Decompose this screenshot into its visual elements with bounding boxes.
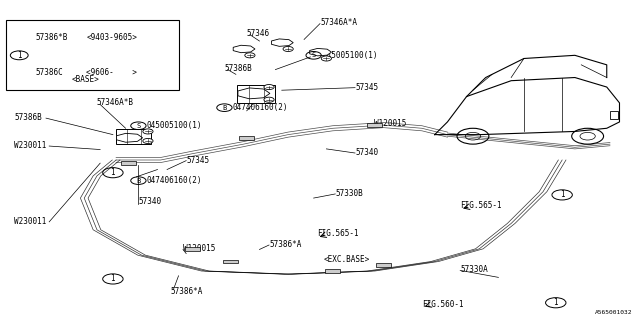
Bar — [223, 260, 239, 263]
Polygon shape — [310, 48, 332, 56]
Polygon shape — [238, 88, 270, 99]
Circle shape — [245, 53, 255, 58]
Bar — [367, 123, 382, 127]
Text: FIG.565-1: FIG.565-1 — [460, 202, 502, 211]
Text: 57386*A: 57386*A — [170, 287, 203, 296]
Polygon shape — [116, 129, 151, 144]
Bar — [121, 161, 136, 165]
Bar — [376, 263, 392, 267]
Text: 57386B: 57386B — [225, 63, 252, 73]
Circle shape — [264, 97, 274, 102]
Text: W120015: W120015 — [374, 119, 406, 128]
Text: <EXC.BASE>: <EXC.BASE> — [323, 255, 369, 264]
Text: S: S — [136, 123, 141, 129]
Text: 57386B: 57386B — [14, 113, 42, 122]
Text: <BASE>: <BASE> — [72, 75, 99, 84]
Circle shape — [264, 84, 274, 90]
Text: S: S — [312, 52, 316, 58]
Text: 57346A*A: 57346A*A — [320, 18, 357, 27]
Bar — [239, 136, 254, 140]
Text: 045005100(1): 045005100(1) — [147, 121, 202, 130]
Text: B: B — [136, 178, 141, 184]
Text: 57345: 57345 — [186, 156, 209, 164]
Polygon shape — [116, 133, 143, 142]
Text: 57386*A: 57386*A — [269, 240, 301, 249]
Text: 57340: 57340 — [355, 148, 378, 156]
Text: W230011: W230011 — [14, 217, 47, 226]
Text: 57340: 57340 — [138, 197, 161, 206]
Bar — [185, 247, 200, 251]
Text: 1: 1 — [111, 275, 115, 284]
Polygon shape — [237, 85, 275, 103]
Text: FIG.565-1: FIG.565-1 — [317, 229, 358, 238]
Polygon shape — [233, 45, 255, 53]
Circle shape — [321, 56, 332, 61]
FancyBboxPatch shape — [6, 20, 179, 90]
Text: <9606-    >: <9606- > — [86, 68, 137, 77]
Circle shape — [143, 129, 153, 134]
Text: 57346: 57346 — [246, 28, 270, 38]
Text: 1: 1 — [560, 190, 564, 199]
Text: 57386C: 57386C — [35, 68, 63, 77]
Text: 1: 1 — [554, 298, 558, 307]
Text: 57330A: 57330A — [460, 265, 488, 274]
Text: <9403-9605>: <9403-9605> — [86, 33, 137, 42]
Circle shape — [283, 46, 293, 52]
Text: FIG.560-1: FIG.560-1 — [422, 300, 463, 309]
Circle shape — [143, 139, 153, 143]
Polygon shape — [271, 39, 293, 46]
Text: 57346A*B: 57346A*B — [97, 99, 134, 108]
Text: 1: 1 — [111, 168, 115, 177]
Text: A565001032: A565001032 — [595, 310, 632, 316]
Text: 57386*B: 57386*B — [35, 33, 68, 42]
Text: W120015: W120015 — [183, 244, 216, 253]
Bar — [610, 111, 618, 119]
Bar — [325, 269, 340, 273]
Text: 047406160(2): 047406160(2) — [147, 176, 202, 185]
Text: B: B — [222, 105, 227, 111]
Text: W230011: W230011 — [14, 141, 47, 150]
Text: 045005100(1): 045005100(1) — [323, 51, 378, 60]
Text: 1: 1 — [17, 51, 22, 60]
Text: 047406160(2): 047406160(2) — [233, 103, 288, 112]
Text: 57330B: 57330B — [336, 189, 364, 198]
Text: 57345: 57345 — [355, 83, 378, 92]
